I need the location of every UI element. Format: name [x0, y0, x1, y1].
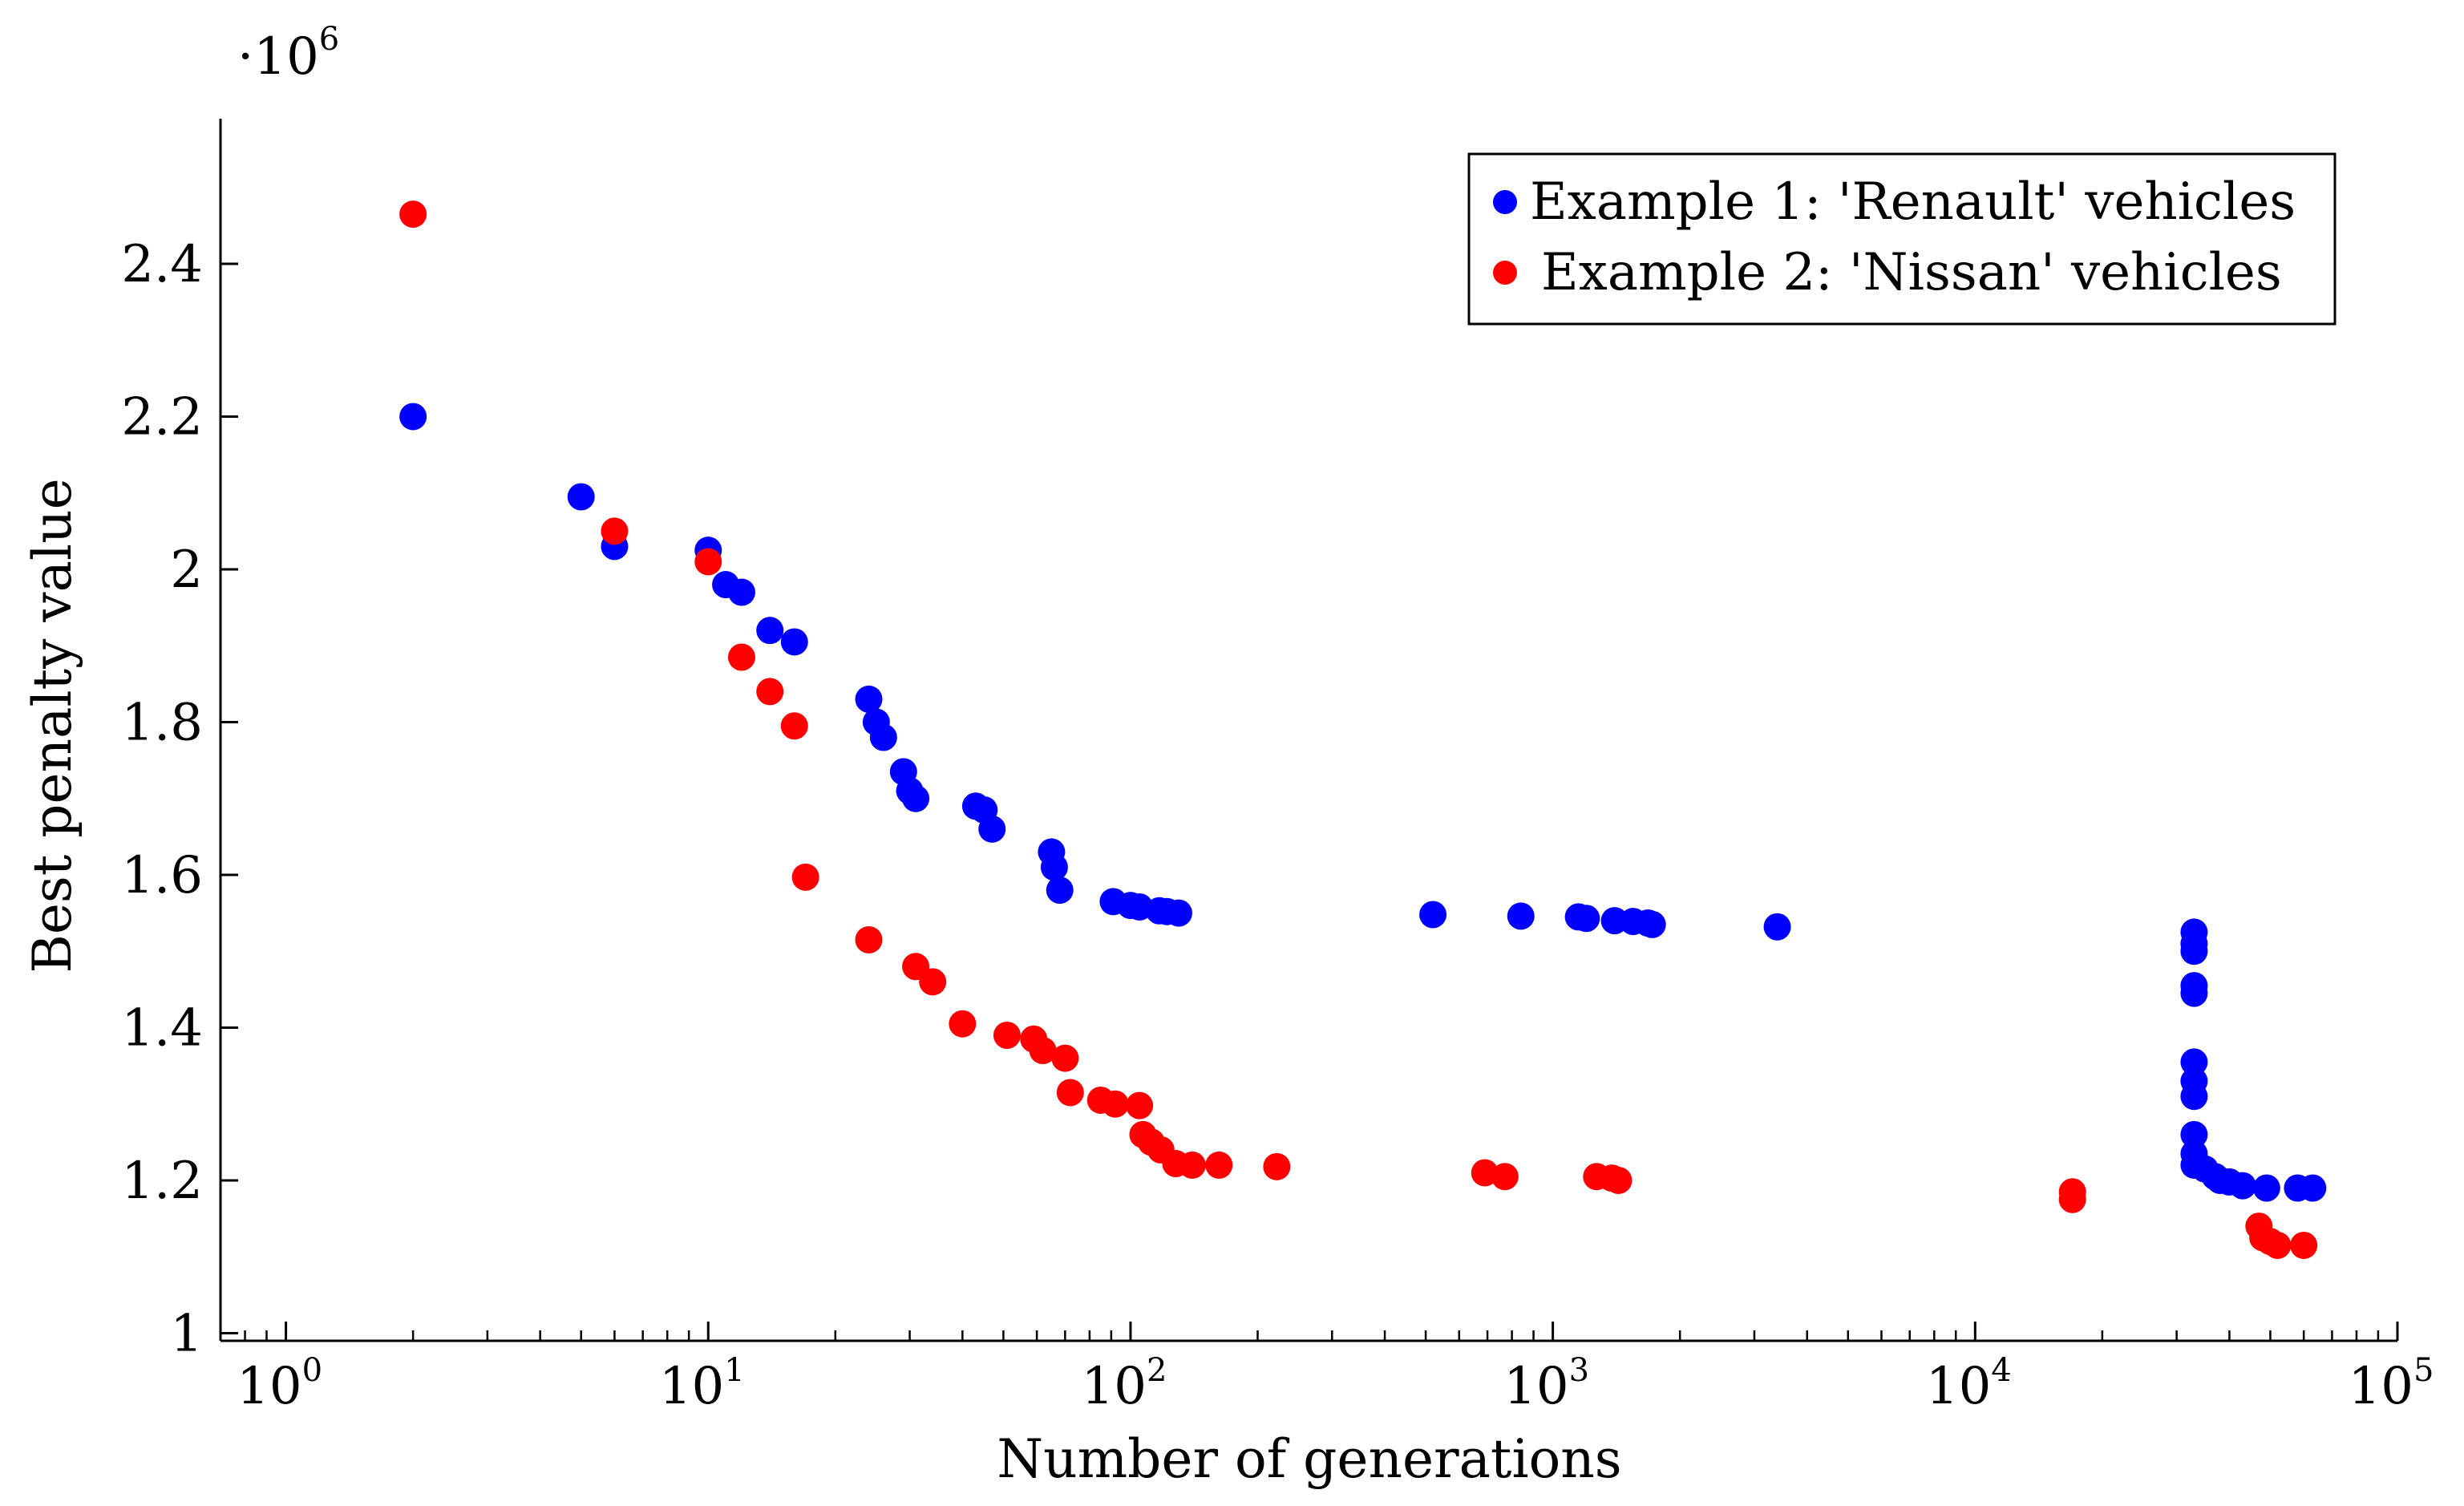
point-renault — [855, 685, 883, 713]
point-renault — [1046, 876, 1074, 905]
point-nissan — [1604, 1166, 1633, 1194]
point-nissan — [1051, 1044, 1079, 1072]
point-nissan — [993, 1022, 1021, 1049]
legend-box — [1467, 152, 2337, 326]
point-nissan — [1471, 1159, 1499, 1187]
legend-label-renault: Example 1: 'Renault' vehicles — [1530, 172, 2296, 232]
point-renault — [869, 723, 897, 751]
point-nissan — [1491, 1163, 1519, 1191]
y-axis-title: Best penalty value — [22, 478, 83, 973]
point-nissan — [2290, 1231, 2318, 1259]
point-renault — [756, 617, 784, 645]
y-tick-label: 1.8 — [121, 693, 203, 752]
x-axis-title: Number of generations — [997, 1428, 1621, 1490]
point-nissan — [1205, 1151, 1233, 1179]
legend-label-nissan: Example 2: 'Nissan' vehicles — [1541, 243, 2282, 302]
point-renault — [1164, 899, 1192, 927]
point-nissan — [1126, 1091, 1154, 1119]
point-renault — [2180, 1120, 2208, 1148]
point-renault — [902, 784, 930, 812]
point-nissan — [727, 643, 755, 671]
point-nissan — [399, 200, 427, 229]
legend-marker-renault — [1493, 190, 1517, 214]
legend-marker-nissan — [1493, 261, 1517, 285]
point-renault — [2180, 979, 2208, 1007]
point-renault — [2180, 1048, 2208, 1076]
point-renault — [1638, 910, 1666, 938]
point-renault — [780, 628, 808, 656]
x-tick-label: 100 — [237, 1352, 322, 1416]
point-renault — [1419, 901, 1447, 929]
x-tick-label: 102 — [1082, 1352, 1167, 1416]
y-tick-label: 2.2 — [121, 387, 203, 447]
point-nissan — [2264, 1231, 2292, 1259]
point-renault — [2180, 937, 2208, 966]
point-renault — [2299, 1174, 2327, 1202]
y-tick-label: 1.6 — [121, 846, 203, 905]
point-nissan — [1029, 1037, 1057, 1065]
point-nissan — [949, 1010, 977, 1038]
y-tick-label: 2.4 — [121, 235, 203, 294]
point-nissan — [1056, 1079, 1084, 1107]
y-tick-label: 1.4 — [121, 998, 203, 1058]
point-nissan — [780, 712, 808, 740]
y-tick-label: 1 — [170, 1304, 203, 1363]
point-nissan — [694, 548, 722, 576]
point-nissan — [855, 925, 883, 953]
point-renault — [2180, 1083, 2208, 1111]
point-nissan — [919, 968, 947, 996]
point-nissan — [1178, 1151, 1206, 1179]
point-nissan — [1263, 1152, 1291, 1180]
point-nissan — [601, 517, 629, 545]
data-points — [399, 200, 2327, 1259]
point-renault — [1040, 853, 1068, 881]
point-renault — [1507, 902, 1535, 930]
point-nissan — [791, 863, 819, 891]
legend: Example 1: 'Renault' vehicles Example 2:… — [1467, 152, 2337, 326]
y-multiplier: ·106 — [237, 21, 339, 87]
y-tick-label: 2 — [170, 540, 203, 600]
y-tick-label: 1.2 — [121, 1152, 203, 1211]
point-nissan — [1101, 1090, 1129, 1118]
x-ticks: 100 101 102 103 104 105 — [219, 1322, 2434, 1416]
point-renault — [727, 578, 755, 606]
x-tick-label: 101 — [659, 1352, 745, 1416]
point-renault — [2252, 1174, 2280, 1202]
point-renault — [399, 403, 427, 431]
point-renault — [1763, 913, 1791, 941]
point-nissan — [2058, 1185, 2086, 1213]
point-nissan — [756, 678, 784, 706]
point-renault — [978, 815, 1006, 843]
point-renault — [1572, 905, 1600, 933]
x-tick-label: 103 — [1503, 1352, 1589, 1416]
x-tick-label: 104 — [1926, 1352, 2012, 1416]
x-tick-label: 105 — [2349, 1352, 2434, 1416]
point-renault — [2228, 1172, 2256, 1200]
y-ticks: 1 1.2 1.4 1.6 1.8 2 2.2 2.4 — [121, 235, 238, 1363]
point-renault — [567, 483, 595, 511]
